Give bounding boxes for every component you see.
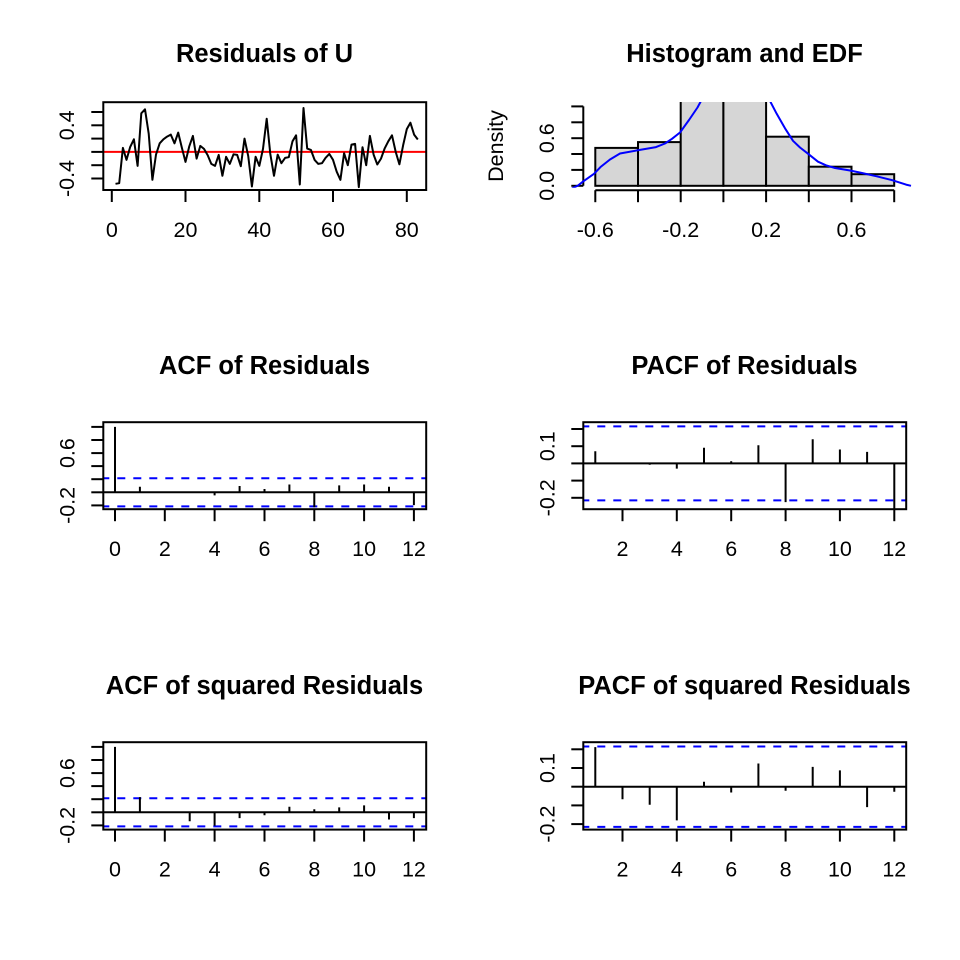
svg-text:8: 8 <box>308 858 320 882</box>
svg-text:2: 2 <box>617 537 629 561</box>
svg-text:0.6: 0.6 <box>55 758 79 788</box>
svg-text:2: 2 <box>159 537 171 561</box>
svg-text:2: 2 <box>617 858 629 882</box>
svg-text:-0.2: -0.2 <box>55 487 79 524</box>
svg-text:PACF of Residuals: PACF of Residuals <box>631 352 857 380</box>
svg-text:10: 10 <box>828 858 852 882</box>
svg-text:Density: Density <box>484 110 508 182</box>
svg-text:6: 6 <box>259 858 271 882</box>
svg-text:0.6: 0.6 <box>55 438 79 468</box>
svg-text:10: 10 <box>352 537 376 561</box>
svg-text:10: 10 <box>828 537 852 561</box>
svg-text:8: 8 <box>308 537 320 561</box>
svg-text:-0.2: -0.2 <box>55 807 79 844</box>
svg-text:PACF of squared Residuals: PACF of squared Residuals <box>578 672 911 700</box>
svg-text:12: 12 <box>882 537 906 561</box>
svg-text:80: 80 <box>395 218 419 242</box>
svg-text:6: 6 <box>725 537 737 561</box>
svg-text:12: 12 <box>402 858 426 882</box>
svg-text:6: 6 <box>725 858 737 882</box>
svg-text:0.6: 0.6 <box>535 123 559 153</box>
svg-text:12: 12 <box>402 537 426 561</box>
svg-text:0.0: 0.0 <box>535 171 559 201</box>
svg-text:0.6: 0.6 <box>837 218 867 242</box>
svg-text:0: 0 <box>106 218 118 242</box>
svg-text:0.4: 0.4 <box>55 110 79 140</box>
svg-text:0: 0 <box>109 858 121 882</box>
svg-text:-0.6: -0.6 <box>577 218 614 242</box>
svg-text:0: 0 <box>109 537 121 561</box>
svg-text:-0.2: -0.2 <box>535 479 559 516</box>
svg-text:10: 10 <box>352 858 376 882</box>
svg-text:60: 60 <box>321 218 345 242</box>
svg-text:Histogram and EDF: Histogram and EDF <box>626 40 863 68</box>
svg-text:0.2: 0.2 <box>751 218 781 242</box>
svg-text:12: 12 <box>882 858 906 882</box>
svg-text:ACF of Residuals: ACF of Residuals <box>159 352 370 380</box>
svg-text:20: 20 <box>174 218 198 242</box>
svg-text:0.1: 0.1 <box>535 753 559 783</box>
svg-text:Residuals of U: Residuals of U <box>176 40 353 68</box>
svg-text:0.1: 0.1 <box>535 431 559 461</box>
svg-text:-0.4: -0.4 <box>55 160 79 197</box>
svg-text:ACF of squared Residuals: ACF of squared Residuals <box>106 672 423 700</box>
svg-text:4: 4 <box>209 537 221 561</box>
svg-text:8: 8 <box>780 537 792 561</box>
svg-text:40: 40 <box>247 218 271 242</box>
svg-text:4: 4 <box>209 858 221 882</box>
svg-text:2: 2 <box>159 858 171 882</box>
svg-text:-0.2: -0.2 <box>535 806 559 843</box>
svg-text:8: 8 <box>780 858 792 882</box>
svg-text:-0.2: -0.2 <box>662 218 699 242</box>
svg-text:4: 4 <box>671 537 683 561</box>
svg-text:6: 6 <box>259 537 271 561</box>
svg-text:4: 4 <box>671 858 683 882</box>
